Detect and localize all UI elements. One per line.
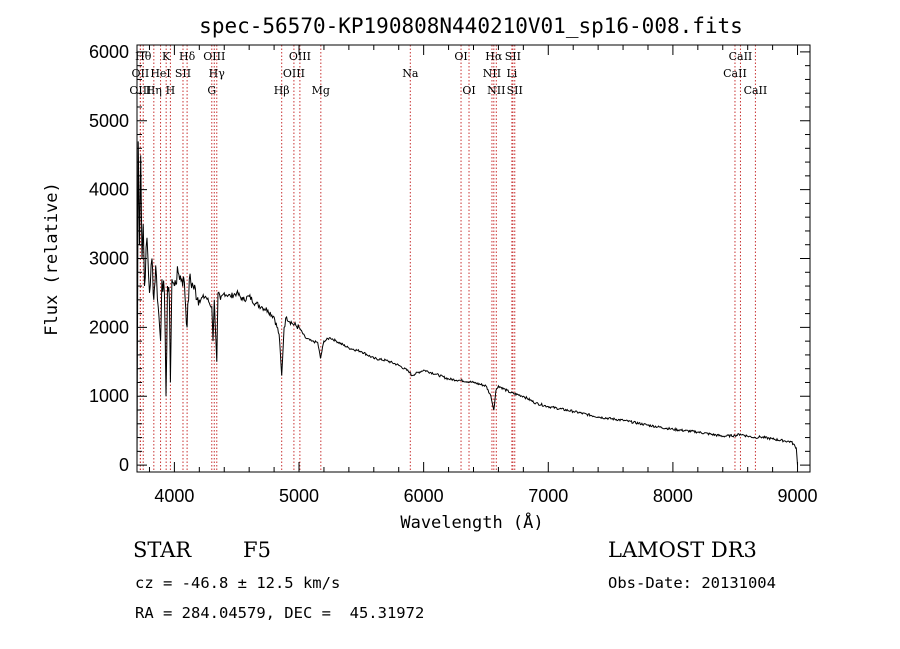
spectral-line-label: Hδ <box>179 50 196 63</box>
object-subclass: F5 <box>243 538 271 562</box>
spectral-line-label: OIII <box>283 67 305 80</box>
axis-ticks: 4000 5000 6000 7000 8000 9000 0 1000 2000 3000 400… <box>89 42 818 506</box>
y-tick-label: 4000 <box>89 180 129 200</box>
spectral-line-label: G <box>207 84 216 97</box>
x-tick-label: 5000 <box>279 486 319 506</box>
x-axis-label: Wavelength (Å) <box>400 511 543 533</box>
spectral-line-labels: OII OIII Hθ Hη HeI K H SII Hδ G OIII Hγ Hβ OIII OIII Mg… <box>129 50 767 97</box>
plot-frame <box>136 44 811 473</box>
redshift-velocity: cz = -46.8 ± 12.5 km/s <box>135 574 341 592</box>
spectral-line-label: NII <box>483 67 501 80</box>
spectral-line-label: Mg <box>312 84 330 97</box>
spectral-line-label: Hθ <box>135 50 152 63</box>
spectral-line-label: OIII <box>129 84 151 97</box>
spectral-line-label: K <box>162 50 171 63</box>
y-tick-label: 5000 <box>89 111 129 131</box>
spectral-line-label: SII <box>505 50 521 63</box>
spectral-line-label: SII <box>507 84 523 97</box>
spectral-line-label: Na <box>402 67 419 80</box>
y-tick-label: 2000 <box>89 317 129 337</box>
y-tick-label: 6000 <box>89 42 129 62</box>
spectral-line-label: HeI <box>150 67 170 80</box>
spectral-line-label: NII <box>487 84 505 97</box>
spectral-line-label: CaII <box>744 84 768 97</box>
spectral-line-label: Li <box>506 67 517 80</box>
x-tick-label: 6000 <box>404 486 444 506</box>
spectral-line-label: OI <box>454 50 467 63</box>
spectral-line-label: Hη <box>146 84 162 97</box>
spectral-line-label: OIII <box>289 50 311 63</box>
object-class: STAR <box>133 538 192 562</box>
spectral-line-label: CaII <box>729 50 753 63</box>
y-tick-label: 1000 <box>89 386 129 406</box>
y-axis-label: Flux (relative) <box>42 182 62 336</box>
x-tick-label: 8000 <box>653 486 693 506</box>
observation-date: Obs-Date: 20131004 <box>608 574 776 592</box>
survey-name: LAMOST DR3 <box>608 538 757 562</box>
spectral-line-label: CaII <box>723 67 747 80</box>
y-tick-label: 0 <box>119 455 129 475</box>
spectral-line-label: OI <box>462 84 475 97</box>
spectrum-series-line <box>136 141 798 466</box>
spectral-line-label: Hα <box>485 50 503 63</box>
spectral-line-label: Hβ <box>274 84 290 97</box>
spectral-line-label: Hγ <box>209 67 226 80</box>
spectral-line-label: SII <box>175 67 191 80</box>
y-tick-label: 3000 <box>89 249 129 269</box>
spectral-line-label: OII <box>132 67 150 80</box>
spectral-line-label: H <box>166 84 176 97</box>
chart-title: spec-56570-KP190808N440210V01_sp16-008.f… <box>199 14 743 38</box>
coordinates: RA = 284.04579, DEC = 45.31972 <box>135 604 425 622</box>
spectral-line-label: OIII <box>203 50 225 63</box>
x-tick-label: 4000 <box>154 486 194 506</box>
x-tick-label: 7000 <box>528 486 568 506</box>
x-tick-label: 9000 <box>778 486 818 506</box>
spectral-line-markers <box>139 45 756 472</box>
